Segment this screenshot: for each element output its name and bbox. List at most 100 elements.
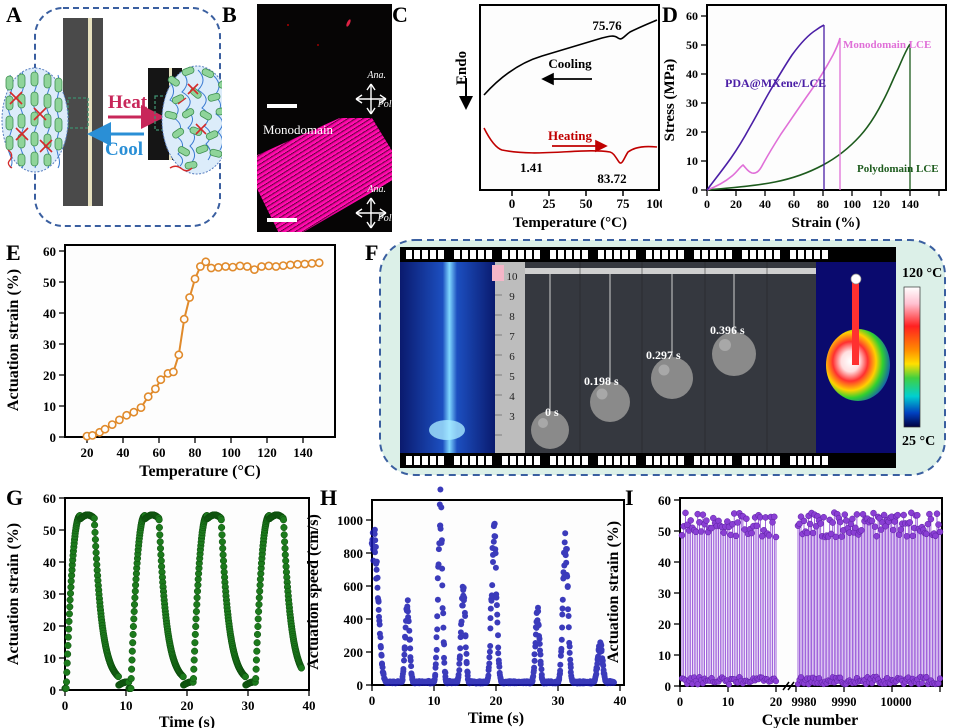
svg-text:Cool: Cool <box>105 139 143 160</box>
svg-text:20: 20 <box>43 368 56 383</box>
svg-text:0: 0 <box>692 183 698 197</box>
svg-text:40: 40 <box>686 67 698 81</box>
svg-text:0: 0 <box>62 698 69 713</box>
svg-text:40: 40 <box>658 555 671 570</box>
svg-text:0.396 s: 0.396 s <box>710 323 745 337</box>
svg-text:Monodomain LCE: Monodomain LCE <box>843 39 931 51</box>
svg-text:Cooling: Cooling <box>548 56 592 71</box>
svg-text:Time (s): Time (s) <box>159 714 215 728</box>
svg-text:140: 140 <box>901 197 919 211</box>
svg-text:5: 5 <box>509 371 515 383</box>
svg-text:10: 10 <box>43 651 56 666</box>
svg-text:140: 140 <box>293 445 313 460</box>
svg-text:Heat: Heat <box>108 92 148 113</box>
svg-text:Actuation speed (cm/s): Actuation speed (cm/s) <box>305 514 322 670</box>
svg-text:20: 20 <box>658 617 671 632</box>
svg-text:30: 30 <box>552 693 565 708</box>
svg-text:0: 0 <box>369 693 376 708</box>
svg-text:20: 20 <box>43 619 56 634</box>
svg-text:10: 10 <box>120 698 133 713</box>
svg-text:20: 20 <box>490 693 503 708</box>
svg-text:Cycle number: Cycle number <box>762 712 858 728</box>
svg-text:10: 10 <box>658 648 671 663</box>
svg-text:9990: 9990 <box>832 695 857 709</box>
svg-text:3: 3 <box>509 411 515 423</box>
svg-text:60: 60 <box>153 445 166 460</box>
svg-text:6: 6 <box>509 351 515 363</box>
svg-text:40: 40 <box>117 445 130 460</box>
svg-text:60: 60 <box>43 244 56 259</box>
svg-text:Temperature (°C): Temperature (°C) <box>139 463 260 480</box>
svg-text:50: 50 <box>686 38 698 52</box>
svg-text:Strain (%): Strain (%) <box>792 215 861 231</box>
svg-text:600: 600 <box>344 579 364 594</box>
svg-text:60: 60 <box>658 493 671 508</box>
svg-text:75.76: 75.76 <box>592 18 622 33</box>
svg-text:8: 8 <box>509 311 515 323</box>
svg-text:60: 60 <box>686 9 698 23</box>
svg-text:0 s: 0 s <box>545 405 559 419</box>
svg-text:200: 200 <box>344 645 364 660</box>
svg-text:120: 120 <box>872 197 890 211</box>
svg-text:20: 20 <box>181 698 194 713</box>
svg-text:Heating: Heating <box>548 128 593 143</box>
svg-text:40: 40 <box>43 555 56 570</box>
svg-text:0.297 s: 0.297 s <box>646 348 681 362</box>
svg-text:PDA@MXene/LCE: PDA@MXene/LCE <box>725 76 826 90</box>
svg-text:Stress (MPa): Stress (MPa) <box>662 59 678 142</box>
svg-text:120: 120 <box>257 445 277 460</box>
svg-text:10: 10 <box>507 271 519 283</box>
svg-text:30: 30 <box>43 587 56 602</box>
svg-text:9980: 9980 <box>792 695 817 709</box>
svg-text:83.72: 83.72 <box>597 171 626 186</box>
svg-text:Polydomain LCE: Polydomain LCE <box>857 163 939 175</box>
svg-text:50: 50 <box>580 196 593 211</box>
svg-text:30: 30 <box>658 586 671 601</box>
svg-text:Temperature (°C): Temperature (°C) <box>513 215 627 231</box>
svg-text:20: 20 <box>81 445 94 460</box>
svg-text:10: 10 <box>686 154 698 168</box>
svg-text:4: 4 <box>509 391 515 403</box>
svg-text:120 °C: 120 °C <box>902 266 942 281</box>
svg-text:800: 800 <box>344 546 364 561</box>
svg-text:10: 10 <box>43 399 56 414</box>
svg-text:100: 100 <box>221 445 241 460</box>
svg-text:40: 40 <box>759 197 771 211</box>
svg-text:30: 30 <box>43 337 56 352</box>
svg-text:50: 50 <box>43 523 56 538</box>
svg-text:100: 100 <box>843 197 861 211</box>
svg-text:10000: 10000 <box>880 695 911 709</box>
svg-text:Actuation strain (%): Actuation strain (%) <box>5 269 22 411</box>
svg-text:60: 60 <box>788 197 800 211</box>
svg-text:1.41: 1.41 <box>520 160 543 175</box>
svg-text:30: 30 <box>686 96 698 110</box>
svg-text:0: 0 <box>50 430 57 445</box>
svg-text:30: 30 <box>242 698 255 713</box>
svg-text:40: 40 <box>43 306 56 321</box>
svg-text:Actuation strain (%): Actuation strain (%) <box>5 523 22 665</box>
svg-text:10: 10 <box>722 695 735 709</box>
svg-text:0: 0 <box>50 683 57 698</box>
svg-text:1000: 1000 <box>337 513 363 528</box>
svg-text:20: 20 <box>686 125 698 139</box>
svg-text:25: 25 <box>543 196 557 211</box>
svg-text:80: 80 <box>817 197 829 211</box>
svg-text:60: 60 <box>43 491 56 506</box>
svg-text:20: 20 <box>730 197 742 211</box>
svg-text:50: 50 <box>658 524 671 539</box>
svg-text:0: 0 <box>509 196 516 211</box>
svg-text:7: 7 <box>509 331 515 343</box>
svg-text:80: 80 <box>189 445 202 460</box>
svg-text:0: 0 <box>665 679 672 694</box>
svg-text:0: 0 <box>357 678 364 693</box>
svg-text:50: 50 <box>43 275 56 290</box>
svg-text:Time (s): Time (s) <box>468 710 524 727</box>
svg-text:25 °C: 25 °C <box>902 434 935 449</box>
svg-text:0: 0 <box>677 695 683 709</box>
svg-text:10: 10 <box>428 693 441 708</box>
svg-text:9: 9 <box>509 291 515 303</box>
svg-text:400: 400 <box>344 612 364 627</box>
svg-text:Actuation strain (%): Actuation strain (%) <box>605 521 622 663</box>
svg-text:Endo: Endo <box>454 51 470 85</box>
svg-text:75: 75 <box>617 196 631 211</box>
